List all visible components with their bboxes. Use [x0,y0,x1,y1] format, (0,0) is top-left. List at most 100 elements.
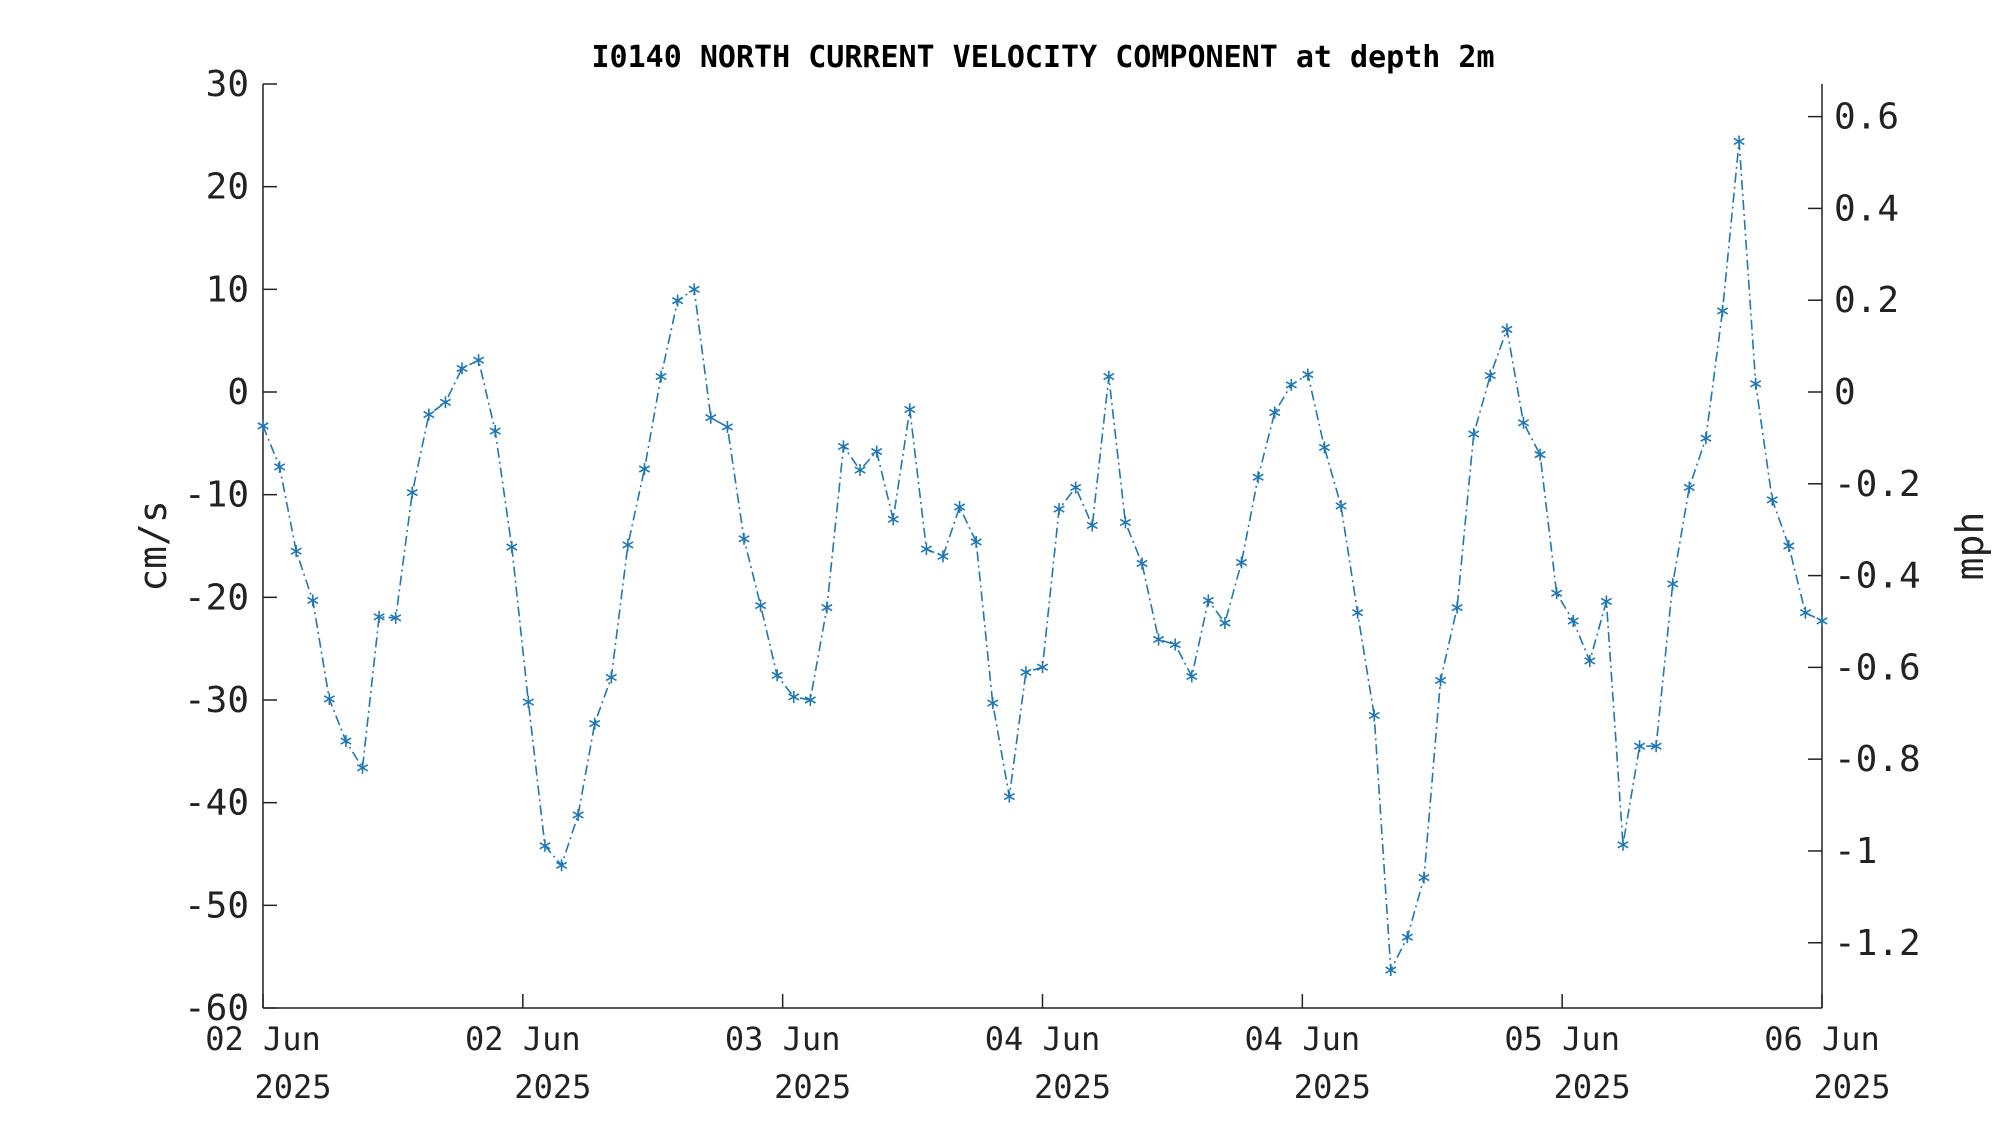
data-point [1269,406,1281,419]
data-point [572,808,584,821]
data-point [1070,481,1082,494]
data-point [638,463,651,475]
y-right-tick-label: 0.2 [1834,280,1899,321]
x-tick-year: 2025 [514,1068,591,1106]
x-tick-year: 2025 [254,1068,331,1106]
x-tick-day: 03 Jun [725,1020,841,1058]
y-right-tick-label: 0.4 [1834,188,1899,229]
y-tick-label: -50 [184,885,249,926]
x-tick-day: 04 Jun [985,1020,1101,1058]
x-tick-year: 2025 [1813,1068,1890,1106]
data-point [1667,577,1679,590]
data-point [953,500,966,513]
x-tick-year: 2025 [1554,1068,1631,1106]
data-point [589,717,601,730]
data-point [1235,556,1248,569]
data-point [788,690,800,703]
data-point [1252,471,1264,484]
data-point [1219,617,1231,629]
data-point [1534,448,1546,461]
data-point [655,370,667,383]
y-tick-label: -40 [184,783,249,824]
data-point [721,420,734,433]
data-point [1119,516,1132,529]
data-point [1385,964,1397,977]
data-point [1202,594,1214,607]
data-point [1617,838,1629,851]
data-point [1368,709,1380,722]
y-ticks-right: 0.6 0.4 0.2 0 -0.2 -0.4 -0.6 -0.8 -1 -1.2 [1808,97,1921,964]
data-point [871,445,883,458]
data-point [472,354,485,367]
y-axis-label-left: cm/s [131,500,175,592]
data-point [1401,931,1413,944]
data-point [423,408,435,421]
data-point [506,541,518,554]
data-point [1302,368,1314,381]
data-point [307,594,319,607]
data-point [257,419,269,432]
data-point [555,859,568,872]
markers [257,135,1828,977]
data-point [390,611,402,624]
data-point [622,538,634,551]
y-right-tick-label: -0.8 [1834,739,1921,780]
x-tick-year: 2025 [1294,1068,1371,1106]
data-point [904,403,916,416]
data-point [1750,377,1762,390]
x-ticks: 02 Jun 2025 02 Jun 2025 03 Jun 2025 04 Jun 2025… [205,994,1891,1106]
data-point [1799,606,1812,619]
data-point [1285,378,1297,391]
data-point [323,692,335,705]
data-point [273,460,286,473]
data-point [1335,499,1347,512]
data-point [373,610,385,623]
data-point [1152,633,1165,646]
y-right-tick-label: -1 [1834,831,1877,872]
data-point [771,669,783,682]
data-point [1716,304,1729,317]
data-point [1086,519,1098,532]
x-tick-day: 05 Jun [1504,1020,1620,1058]
data-point [672,294,684,307]
data-point [1418,871,1430,884]
data-point [887,513,899,526]
data-point [1766,493,1778,506]
y-ticks-left: 30 20 10 0 -10 -20 -30 -40 -50 -60 [184,64,277,1029]
chart-title: I0140 NORTH CURRENT VELOCITY COMPONENT a… [591,40,1494,75]
data-point [1551,587,1563,600]
axes [262,84,1823,1009]
data-point [290,545,302,558]
data-point [1783,540,1795,552]
data-point [1633,740,1646,753]
x-tick-day: 02 Jun [205,1020,321,1058]
y-tick-label: -10 [184,475,249,516]
data-point [1567,614,1579,627]
data-point [1468,428,1480,441]
data-point [1103,370,1115,383]
data-point [1517,416,1530,429]
x-tick-day: 02 Jun [465,1020,581,1058]
x-tick-day: 06 Jun [1764,1020,1880,1058]
data-point [356,761,369,774]
data-point [1451,601,1463,614]
data-point [1169,638,1181,651]
data-point [970,535,982,548]
data-point [1683,481,1695,494]
y-right-tick-label: -0.6 [1834,647,1921,688]
data-point [1733,135,1745,148]
x-tick-day: 04 Jun [1245,1020,1361,1058]
data-point [854,464,866,477]
y-tick-label: -60 [184,988,249,1029]
data-point [522,696,534,709]
data-point [821,601,833,614]
y-right-tick-label: 0 [1834,372,1856,413]
data-point [1351,606,1364,619]
y-right-tick-label: -1.2 [1834,923,1921,964]
data-point [605,671,617,684]
data-point [1318,441,1331,454]
data-point [837,440,850,453]
data-point [920,543,933,556]
y-right-tick-label: 0.6 [1834,97,1899,138]
